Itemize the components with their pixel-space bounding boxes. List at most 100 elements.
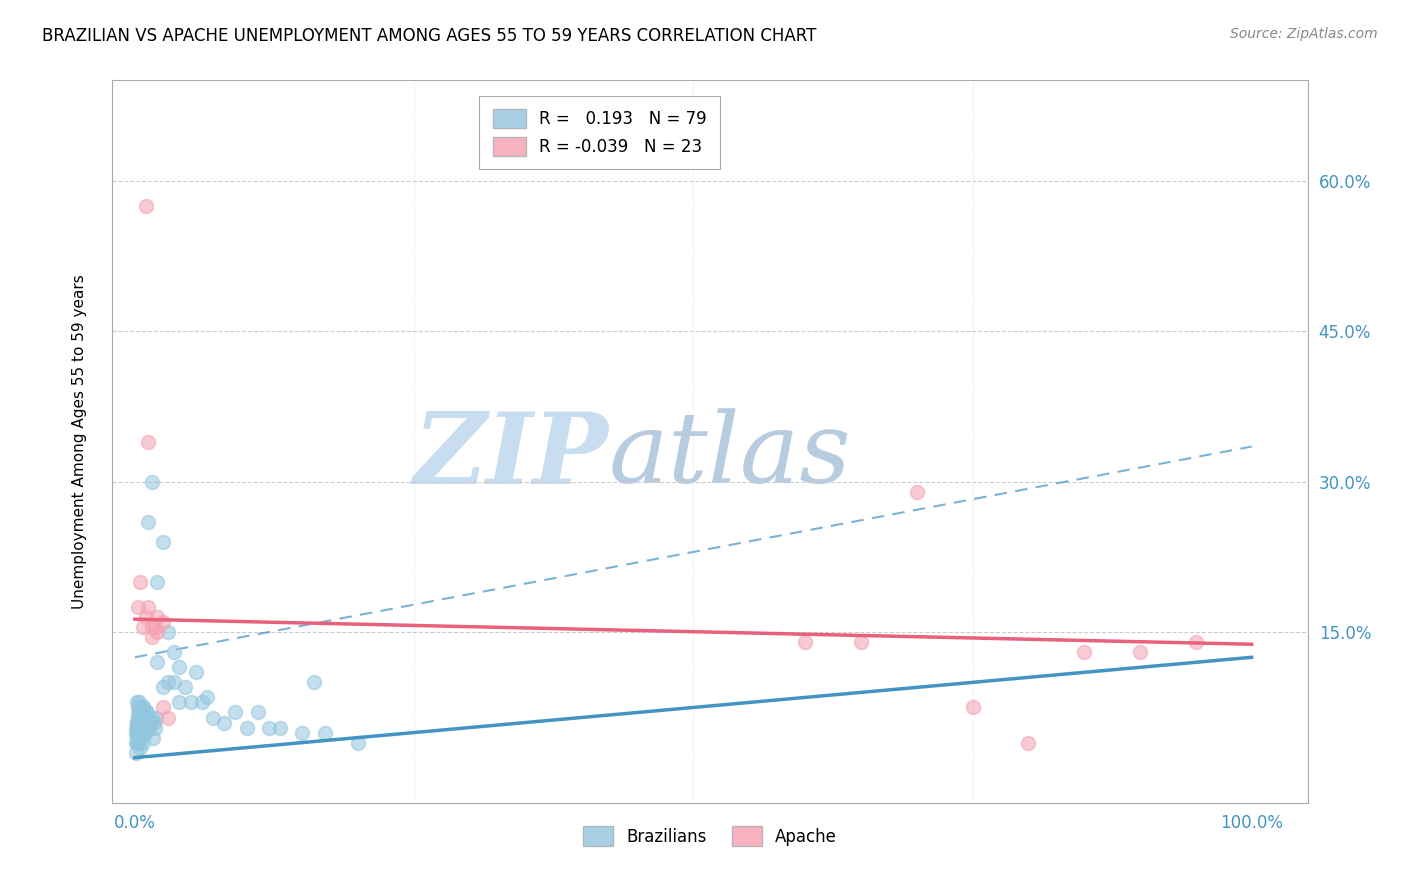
Point (142, 731, 165, 745)
Point (131, 715, 153, 730)
Point (131, 710, 153, 724)
Point (136, 600, 159, 615)
Point (146, 574, 169, 589)
Point (127, 735, 149, 749)
Point (169, 660, 191, 674)
Point (191, 696, 214, 710)
Point (152, 681, 174, 695)
Point (129, 574, 152, 589)
Point (146, 655, 169, 669)
Point (136, 515, 159, 529)
Point (849, 635, 872, 649)
Point (197, 690, 219, 705)
Point (128, 715, 150, 730)
Point (1129, 645, 1152, 659)
Point (962, 700, 984, 714)
Point (125, 715, 148, 730)
Point (1073, 645, 1095, 659)
Point (136, 706, 159, 720)
Point (224, 706, 246, 720)
Point (269, 721, 291, 735)
Point (152, 615, 174, 630)
Point (132, 725, 155, 739)
Text: atlas: atlas (609, 409, 851, 504)
Text: ZIP: ZIP (413, 408, 609, 504)
Point (157, 675, 180, 690)
Point (157, 710, 180, 724)
Point (128, 696, 150, 710)
Point (163, 645, 186, 659)
Point (136, 710, 159, 724)
Point (127, 731, 149, 745)
Point (127, 600, 149, 615)
Point (132, 721, 155, 735)
Point (129, 740, 152, 755)
Point (129, 706, 152, 720)
Point (152, 700, 174, 714)
Point (135, 715, 157, 730)
Point (125, 725, 148, 739)
Point (163, 675, 186, 690)
Point (1017, 735, 1039, 749)
Text: BRAZILIAN VS APACHE UNEMPLOYMENT AMONG AGES 55 TO 59 YEARS CORRELATION CHART: BRAZILIAN VS APACHE UNEMPLOYMENT AMONG A… (42, 27, 817, 45)
Point (302, 675, 325, 690)
Point (128, 725, 150, 739)
Point (127, 710, 149, 724)
Point (127, 715, 149, 730)
Legend: Brazilians, Apache: Brazilians, Apache (576, 820, 844, 852)
Point (132, 710, 155, 724)
Point (157, 625, 180, 640)
Point (212, 715, 235, 730)
Point (127, 706, 149, 720)
Point (138, 721, 160, 735)
Point (143, 721, 166, 735)
Point (291, 725, 314, 739)
Point (125, 725, 148, 739)
Point (145, 710, 167, 724)
Text: Source: ZipAtlas.com: Source: ZipAtlas.com (1230, 27, 1378, 41)
Point (186, 665, 208, 680)
Point (131, 721, 153, 735)
Point (174, 681, 197, 695)
Y-axis label: Unemployment Among Ages 55 to 59 years: Unemployment Among Ages 55 to 59 years (73, 274, 87, 609)
Point (128, 731, 150, 745)
Point (152, 534, 174, 549)
Point (169, 696, 191, 710)
Point (347, 735, 370, 749)
Point (127, 710, 149, 724)
Point (125, 746, 148, 760)
Point (257, 721, 280, 735)
Point (127, 700, 149, 714)
Point (129, 706, 152, 720)
Point (141, 710, 163, 724)
Point (141, 630, 163, 644)
Point (131, 700, 153, 714)
Point (141, 475, 163, 489)
Point (142, 715, 165, 730)
Point (129, 731, 152, 745)
Point (128, 725, 150, 739)
Point (131, 735, 153, 749)
Point (129, 721, 152, 735)
Point (125, 696, 148, 710)
Point (143, 620, 166, 634)
Point (905, 484, 928, 499)
Point (134, 721, 156, 735)
Point (146, 625, 169, 640)
Point (146, 610, 169, 624)
Point (180, 696, 202, 710)
Point (139, 715, 162, 730)
Point (235, 721, 257, 735)
Point (131, 620, 153, 634)
Point (1185, 635, 1208, 649)
Point (136, 434, 159, 449)
Point (125, 735, 148, 749)
Point (128, 721, 150, 735)
Point (134, 725, 156, 739)
Point (201, 710, 224, 724)
Point (314, 725, 336, 739)
Point (135, 706, 157, 720)
Point (794, 635, 817, 649)
Point (136, 710, 159, 724)
Point (131, 700, 153, 714)
